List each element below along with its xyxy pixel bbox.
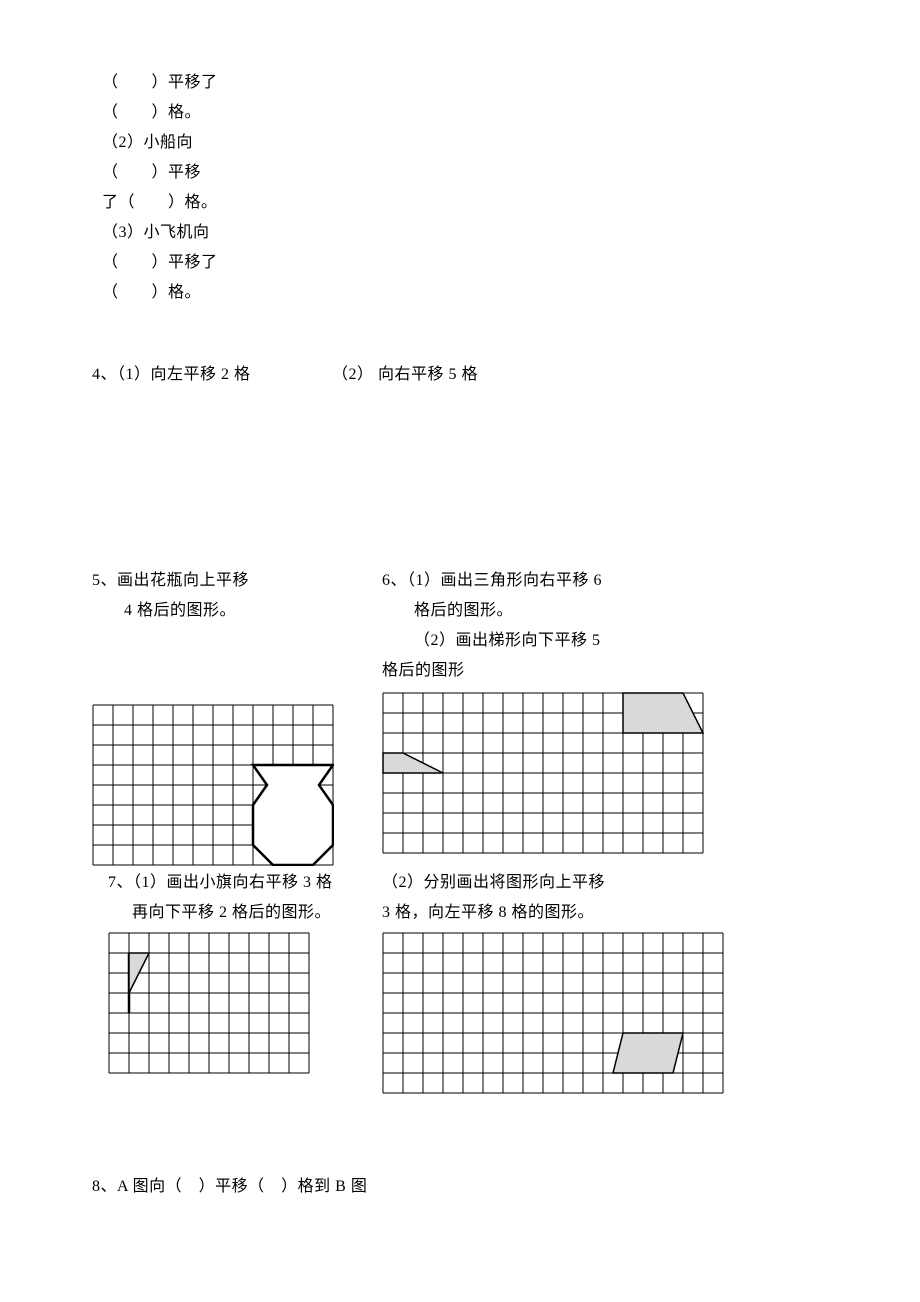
q7-row: 7、（1）画出小旗向右平移 3 格 再向下平移 2 格后的图形。 （2）分别画出… bbox=[92, 868, 828, 928]
q-top-l8: （ ）格。 bbox=[102, 278, 828, 308]
q7-right1: （2）分别画出将图形向上平移 bbox=[382, 868, 605, 898]
q6-l2: 格后的图形。 bbox=[382, 596, 602, 626]
grids-7-row bbox=[92, 932, 828, 1094]
q8-text: 8、A 图向（ ）平移（ ）格到 B 图 bbox=[92, 1172, 828, 1202]
grid5-svg bbox=[92, 704, 334, 866]
q6-l4: 格后的图形 bbox=[382, 656, 602, 686]
grid6-svg bbox=[382, 692, 704, 854]
q6-l1: 6、（1）画出三角形向右平移 6 bbox=[382, 566, 602, 596]
q7-left2: 再向下平移 2 格后的图形。 bbox=[92, 898, 382, 928]
q5-col: 5、画出花瓶向上平移 4 格后的图形。 bbox=[92, 566, 382, 686]
q7-left1: 7、（1）画出小旗向右平移 3 格 bbox=[92, 868, 382, 898]
grids-56-row bbox=[92, 692, 828, 866]
q4-right: （2） 向右平移 5 格 bbox=[332, 360, 478, 390]
q-top-l6: （3）小飞机向 bbox=[102, 218, 828, 248]
q-top-l7: （ ）平移了 bbox=[102, 248, 828, 278]
q-top-l1: （ ）平移了 bbox=[102, 68, 828, 98]
q5-l1: 5、画出花瓶向上平移 bbox=[92, 566, 382, 596]
grid7b-svg bbox=[382, 932, 724, 1094]
q6-col: 6、（1）画出三角形向右平移 6 格后的图形。 （2）画出梯形向下平移 5 格后… bbox=[382, 566, 602, 686]
grid7a-wrap bbox=[92, 932, 382, 1094]
q5-l2: 4 格后的图形。 bbox=[92, 596, 382, 626]
q7-right2: 3 格，向左平移 8 格的图形。 bbox=[382, 898, 605, 928]
q-top-l3: （2）小船向 bbox=[102, 128, 828, 158]
q5-q6-row: 5、画出花瓶向上平移 4 格后的图形。 6、（1）画出三角形向右平移 6 格后的… bbox=[92, 566, 828, 686]
grid7b-wrap bbox=[382, 932, 724, 1094]
q7-right-col: （2）分别画出将图形向上平移 3 格，向左平移 8 格的图形。 bbox=[382, 868, 605, 928]
q-top-block: （ ）平移了 （ ）格。 （2）小船向 （ ）平移 了（ ）格。 （3）小飞机向… bbox=[92, 68, 828, 308]
q6-l3: （2）画出梯形向下平移 5 bbox=[382, 626, 602, 656]
q8-block: 8、A 图向（ ）平移（ ）格到 B 图 bbox=[92, 1172, 828, 1202]
q-top-l2: （ ）格。 bbox=[102, 98, 828, 128]
q-top-l4: （ ）平移 bbox=[102, 158, 828, 188]
q4-row: 4、（1）向左平移 2 格 （2） 向右平移 5 格 bbox=[92, 360, 828, 390]
q-top-l5: 了（ ）格。 bbox=[102, 188, 828, 218]
grid5-wrap bbox=[92, 692, 382, 866]
q7-left-col: 7、（1）画出小旗向右平移 3 格 再向下平移 2 格后的图形。 bbox=[92, 868, 382, 928]
grid6-wrap bbox=[382, 692, 704, 866]
grid7a-svg bbox=[108, 932, 310, 1074]
q4-left: 4、（1）向左平移 2 格 bbox=[92, 360, 332, 390]
